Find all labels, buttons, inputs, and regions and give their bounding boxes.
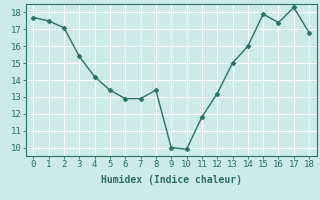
X-axis label: Humidex (Indice chaleur): Humidex (Indice chaleur) xyxy=(101,175,242,185)
